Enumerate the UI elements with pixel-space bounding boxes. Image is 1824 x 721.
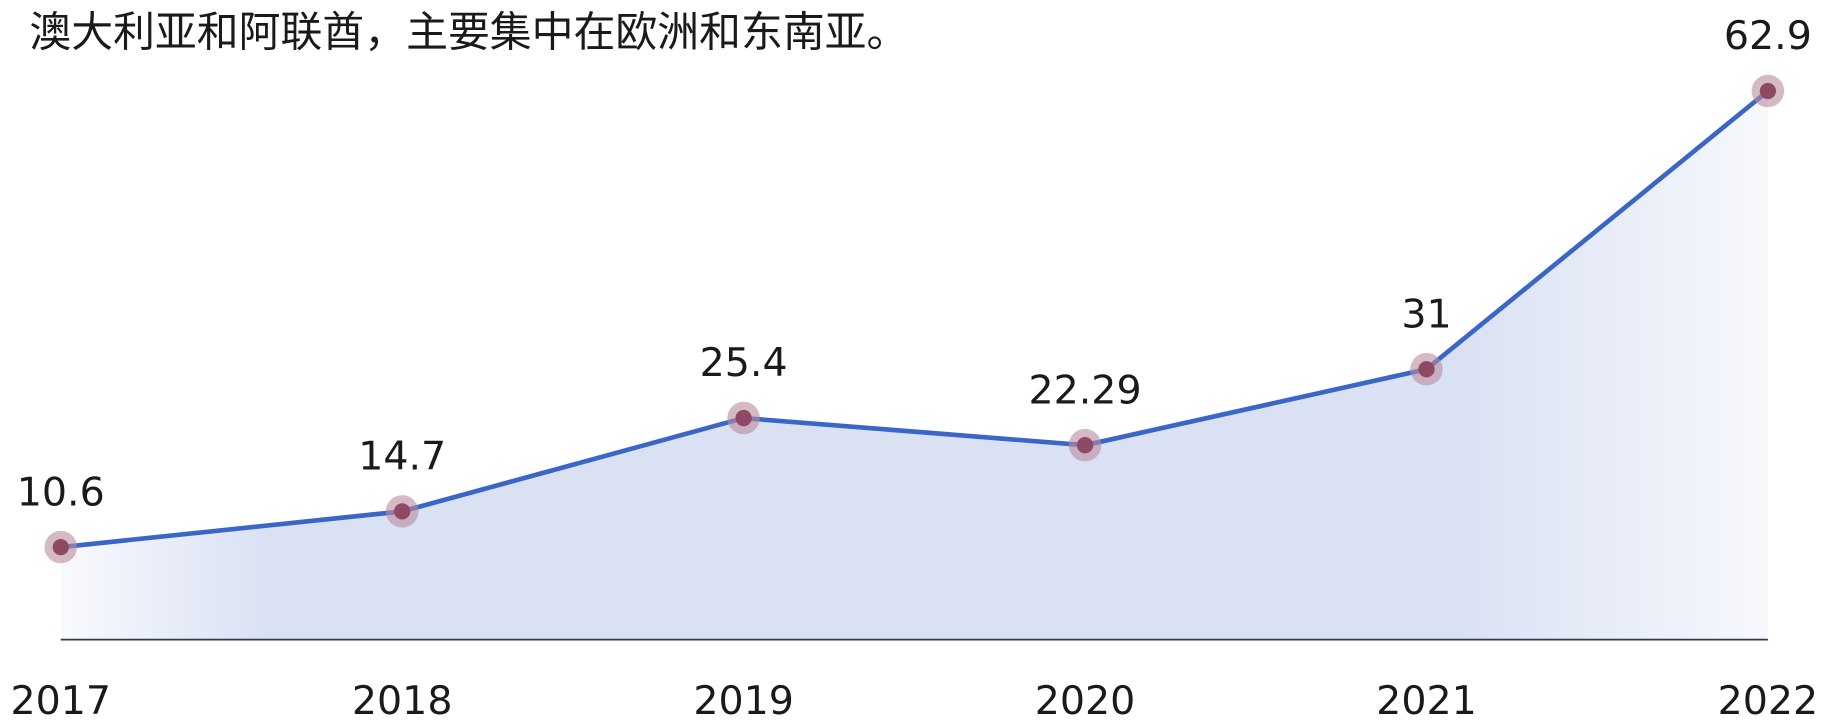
x-tick-label: 2019 [693, 678, 794, 721]
point [52, 539, 69, 556]
data-label: 14.7 [358, 434, 446, 480]
x-tick-label: 2020 [1035, 678, 1136, 721]
data-label: 62.9 [1724, 13, 1812, 59]
point [1759, 82, 1777, 100]
data-label: 22.29 [1028, 367, 1141, 413]
line [60, 89, 1770, 550]
area [60, 90, 1768, 640]
data-label: 31 [1401, 291, 1451, 337]
point [394, 503, 411, 520]
x-tick-label: 2022 [1718, 678, 1819, 721]
data-label: 10.6 [17, 469, 105, 515]
point [735, 409, 752, 427]
x-tick-label: 2018 [352, 678, 453, 721]
x-tick-label: 2017 [10, 678, 111, 721]
point [1418, 361, 1435, 378]
chart-title: 澳大利亚和阿联酋，主要集中在欧洲和东南亚。 [29, 8, 908, 57]
x-tick-label: 2021 [1376, 678, 1477, 721]
data-label: 25.4 [700, 340, 788, 386]
point [1076, 437, 1094, 454]
